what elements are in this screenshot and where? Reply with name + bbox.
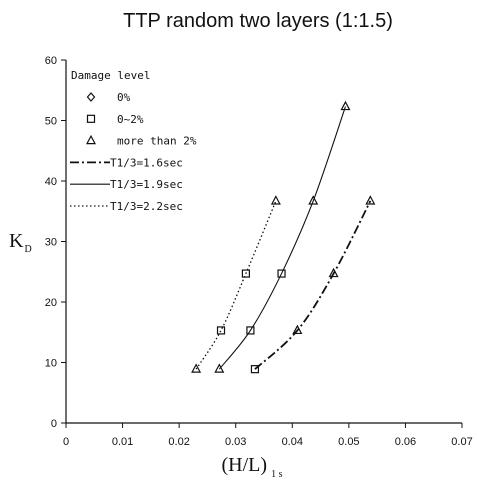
y-tick-label: 10 — [45, 358, 57, 370]
triangle-marker — [308, 195, 319, 205]
y-axis-label: KD — [9, 230, 32, 255]
y-tick-label: 20 — [45, 297, 57, 309]
square-marker — [246, 326, 255, 335]
y-tick-label: 50 — [45, 116, 57, 128]
triangle-marker — [340, 100, 351, 111]
legend-entry-label: 0~2% — [117, 113, 144, 126]
legend-entry-label: more than 2% — [117, 135, 197, 148]
x-tick-label: 0.07 — [451, 436, 472, 448]
triangle-marker — [191, 363, 202, 373]
x-tick-label: 0.01 — [112, 436, 133, 448]
square-marker — [277, 269, 286, 278]
y-tick-label: 0 — [51, 418, 57, 430]
triangle-marker — [292, 324, 303, 335]
y-tick-label: 30 — [45, 237, 57, 249]
legend-square-icon — [86, 114, 96, 123]
legend-entry-label: T1/3=1.9sec — [110, 178, 183, 191]
fitted-curves — [195, 106, 372, 370]
x-tick-label: 0.02 — [168, 436, 189, 448]
triangle-marker — [365, 195, 376, 205]
legend-entry-label: T1/3=2.2sec — [110, 200, 183, 213]
y-ticks: 0 10 20 30 40 50 60 — [45, 55, 66, 430]
x-tick-label: 0.04 — [282, 436, 303, 448]
x-tick-label: 0.06 — [395, 436, 416, 448]
legend-title: Damage level — [71, 69, 150, 82]
square-marker — [241, 269, 250, 278]
y-tick-label: 60 — [45, 55, 57, 67]
legend-triangle-icon — [86, 134, 96, 145]
curve-solid — [218, 106, 346, 370]
y-tick-label: 40 — [45, 176, 57, 188]
x-axis-label: (H/L) 1 s — [222, 454, 283, 480]
square-marker — [216, 326, 226, 335]
x-ticks: 0 0.01 0.02 0.03 0.04 0.05 0.06 0.07 — [63, 423, 473, 448]
square-marker — [250, 365, 260, 374]
triangle-marker — [214, 363, 225, 373]
legend-diamond-icon — [86, 92, 96, 102]
x-tick-label: 0.05 — [338, 436, 359, 448]
x-tick-label: 0.03 — [225, 436, 246, 448]
chart-title: TTP random two layers (1:1.5) — [123, 10, 393, 32]
legend-entry-label: 0% — [117, 91, 131, 104]
x-tick-label: 0 — [63, 436, 69, 448]
curve-dotted — [195, 200, 277, 370]
triangle-marker — [270, 195, 281, 205]
legend: Damage level 0% 0~2% more than 2% T1/3=1.6s… — [70, 69, 197, 213]
legend-entry-label: T1/3=1.6sec — [110, 156, 183, 169]
triangle-marker — [328, 267, 339, 278]
data-markers — [191, 100, 376, 374]
curve-dashdot — [254, 200, 372, 370]
